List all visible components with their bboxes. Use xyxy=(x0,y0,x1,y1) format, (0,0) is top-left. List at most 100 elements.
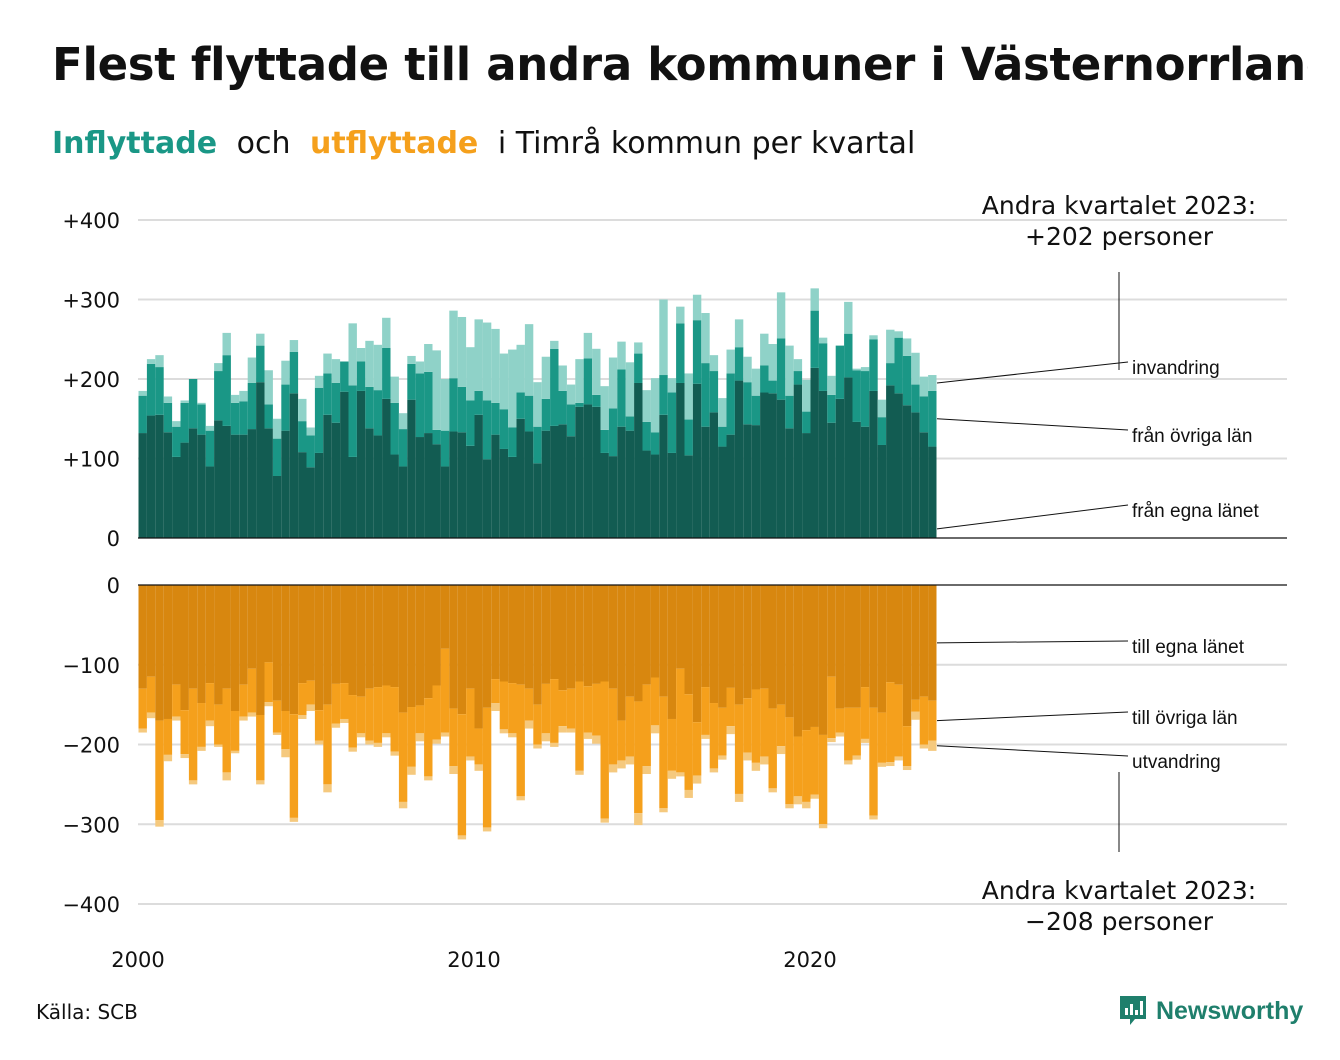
bar-out-emigration xyxy=(894,756,903,761)
bar-out-own xyxy=(600,585,609,682)
bar-in-other xyxy=(734,347,744,381)
bar-in-immigration xyxy=(197,402,206,405)
bar-out-other xyxy=(844,707,853,761)
bar-out-emigration xyxy=(516,796,525,801)
bar-in-own xyxy=(718,446,727,538)
bar-in-other xyxy=(407,363,416,400)
bar-out-other xyxy=(835,708,845,733)
bar-out-own xyxy=(692,585,702,723)
bar-out-emigration xyxy=(928,740,937,751)
bar-out-emigration xyxy=(188,780,198,785)
bar-out-own xyxy=(566,585,576,689)
bar-out-other xyxy=(793,736,803,797)
bar-out-own xyxy=(197,585,206,704)
bar-out-emigration xyxy=(886,762,895,767)
bar-out-emigration xyxy=(222,772,231,781)
bar-out-emigration xyxy=(575,770,584,775)
bar-out-own xyxy=(508,585,517,684)
bar-out-other xyxy=(407,707,416,767)
bar-out-other xyxy=(281,711,290,750)
bar-in-other xyxy=(331,382,341,423)
bar-in-other xyxy=(634,353,643,383)
y-tick-label: +300 xyxy=(62,289,120,313)
bar-in-other xyxy=(911,384,920,413)
bar-out-emigration xyxy=(802,801,811,809)
bar-in-own xyxy=(466,445,475,538)
bar-out-own xyxy=(390,585,399,688)
callout-in-line1: Andra kvartalet 2023: xyxy=(982,191,1256,220)
bar-out-other xyxy=(827,676,836,739)
bar-in-other xyxy=(726,373,735,435)
bar-in-own xyxy=(902,405,912,538)
bar-out-own xyxy=(172,585,181,685)
bar-in-other xyxy=(340,361,349,392)
bar-out-own xyxy=(247,585,257,669)
bar-out-other xyxy=(457,714,467,836)
bar-in-other xyxy=(466,400,475,446)
bar-out-other xyxy=(743,698,752,753)
y-tick-label: +100 xyxy=(62,448,120,472)
bar-out-emigration xyxy=(138,728,147,733)
bar-in-own xyxy=(558,424,567,538)
bar-out-own xyxy=(407,585,416,708)
bar-in-other xyxy=(642,421,651,451)
bar-out-own xyxy=(415,585,425,706)
bar-in-own xyxy=(894,393,903,538)
bar-out-own xyxy=(919,585,929,697)
bar-out-own xyxy=(709,585,719,704)
bar-in-other xyxy=(524,395,534,432)
bar-in-own xyxy=(566,436,576,538)
bar-out-emigration xyxy=(146,712,156,719)
newsworthy-logo-icon xyxy=(1120,996,1146,1025)
bar-out-other xyxy=(902,726,912,767)
bar-in-immigration xyxy=(701,313,710,364)
bar-out-emigration xyxy=(835,732,845,737)
bar-in-own xyxy=(239,434,248,538)
bar-out-other xyxy=(541,683,551,734)
bar-in-own xyxy=(550,425,559,538)
brand-logo: Newsworthy xyxy=(1118,994,1303,1028)
bar-in-other xyxy=(877,417,887,445)
bar-in-other xyxy=(356,361,366,391)
bar-in-immigration xyxy=(449,310,458,379)
bar-out-emigration xyxy=(264,702,273,707)
bar-in-other xyxy=(650,432,660,455)
bar-out-own xyxy=(432,585,441,686)
bar-out-emigration xyxy=(810,794,819,799)
bar-out-other xyxy=(247,668,257,713)
bar-out-own xyxy=(550,585,559,680)
bar-in-immigration xyxy=(886,329,895,364)
bar-in-immigration xyxy=(323,353,332,374)
bar-out-other xyxy=(852,707,861,756)
bar-in-other xyxy=(491,402,500,435)
subtitle-inflyttade: Inflyttade xyxy=(52,126,218,161)
bar-in-own xyxy=(432,444,441,538)
bar-out-emigration xyxy=(239,716,248,721)
bar-out-own xyxy=(541,585,551,684)
bar-out-other xyxy=(415,705,425,734)
bar-out-emigration xyxy=(390,751,399,756)
bar-in-other xyxy=(617,369,626,427)
bar-in-immigration xyxy=(919,376,929,397)
bar-in-immigration xyxy=(373,344,383,391)
bar-in-own xyxy=(608,456,618,538)
label-leader xyxy=(936,745,1129,757)
bar-out-other xyxy=(440,648,450,733)
bar-out-emigration xyxy=(163,754,173,762)
bar-in-immigration xyxy=(432,350,441,430)
bar-out-own xyxy=(902,585,912,727)
bar-in-other xyxy=(558,390,567,425)
series-label: invandring xyxy=(1132,358,1220,379)
bar-in-other xyxy=(163,402,173,433)
bar-out-emigration xyxy=(382,733,391,738)
bar-out-own xyxy=(818,585,828,735)
bar-out-emigration xyxy=(491,703,500,712)
bar-out-other xyxy=(155,720,164,821)
bar-out-emigration xyxy=(625,756,635,765)
x-tick-label: 2010 xyxy=(447,948,500,972)
bar-out-emigration xyxy=(407,766,416,775)
series-label: utvandring xyxy=(1132,752,1221,773)
chart-title: Flest flyttade till andra kommuner i Väs… xyxy=(52,38,1308,91)
bar-out-emigration xyxy=(314,740,324,745)
bar-out-own xyxy=(516,585,525,685)
